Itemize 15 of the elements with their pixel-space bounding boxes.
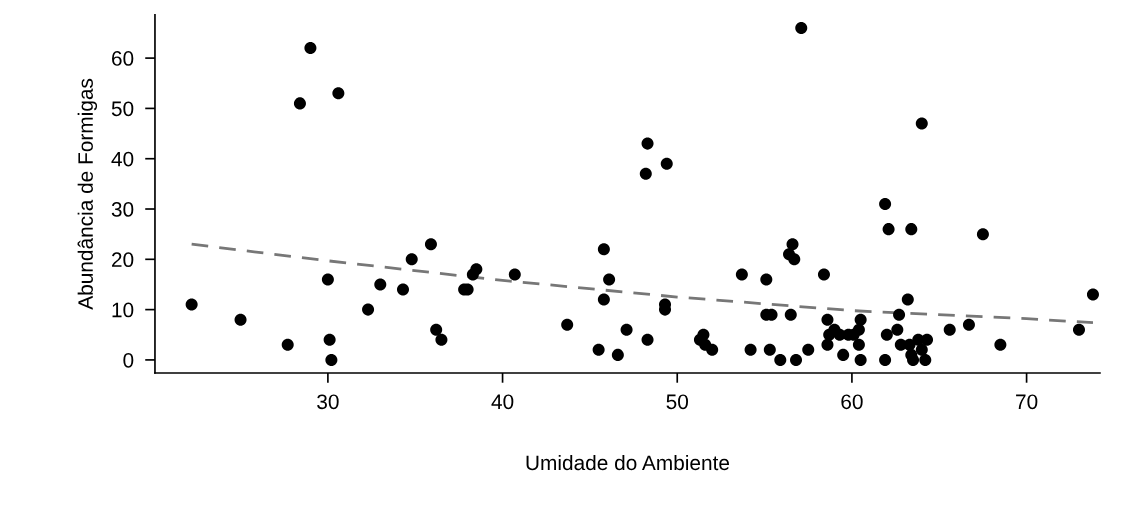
y-axis-title: Abundância de Formigas	[77, 78, 98, 310]
line-series	[190, 242, 1095, 325]
y-tick-label: 10	[112, 302, 134, 318]
x-axis-title: Umidade do Ambiente	[526, 454, 730, 471]
y-tick-label: 30	[111, 202, 134, 217]
y-tick-label: 60	[112, 51, 134, 66]
x-tick-label: 60	[841, 394, 863, 410]
x-tick-label: 50	[666, 394, 689, 410]
x-tick-label: 70	[1016, 394, 1038, 410]
y-tick-label: 0	[123, 352, 134, 368]
x-tick-label: 40	[491, 394, 514, 410]
y-tick-label: 20	[112, 252, 134, 268]
y-tick-label: 40	[111, 151, 134, 167]
x-tick-label: 30	[317, 394, 339, 410]
y-tick-label: 50	[111, 101, 134, 117]
